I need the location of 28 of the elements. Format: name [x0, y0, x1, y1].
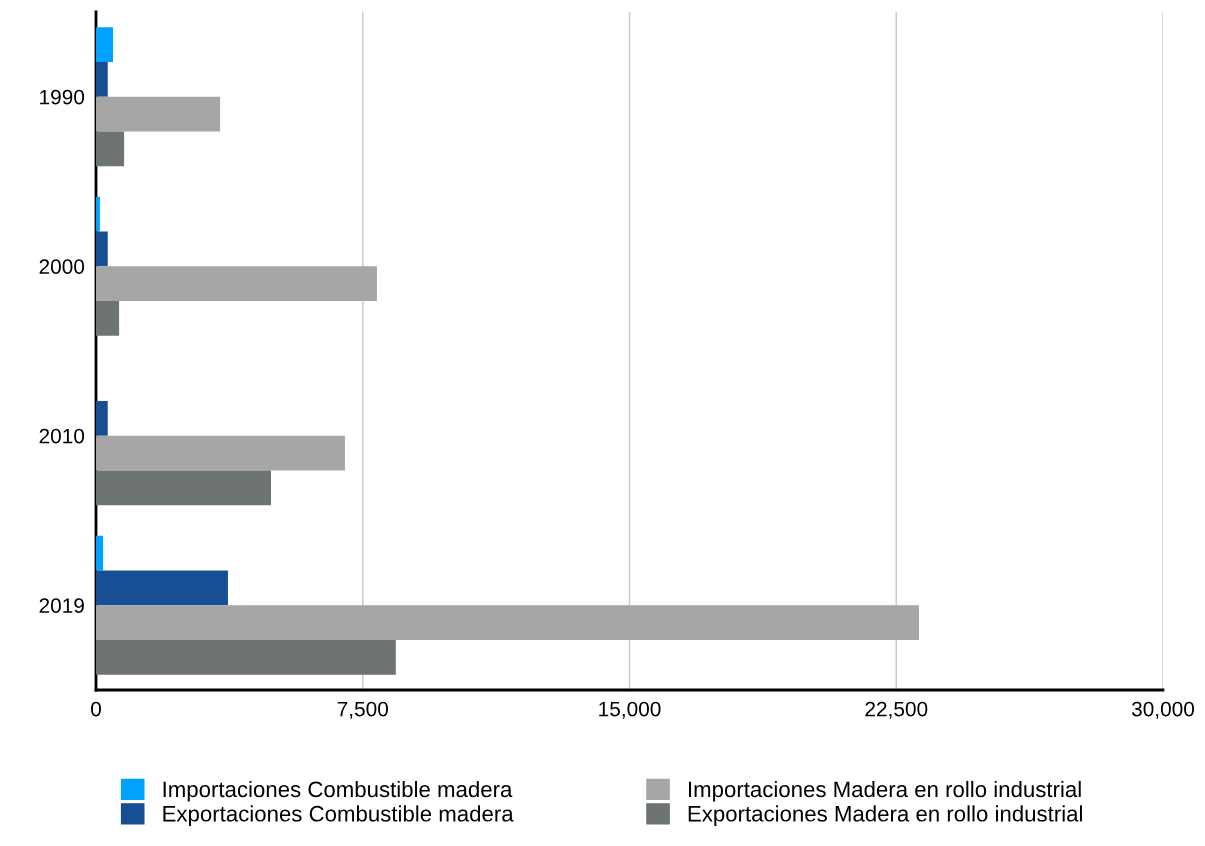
bar [96, 435, 345, 471]
legend-label: Exportaciones Combustible madera [163, 805, 514, 826]
x-tick-label: 22,500 [865, 701, 928, 719]
x-tick-label: 0 [91, 701, 101, 717]
x-tick-label: 15,000 [599, 701, 661, 719]
y-tick-label: 2019 [39, 598, 84, 613]
bar [96, 131, 125, 167]
bar [96, 231, 108, 267]
bar [96, 470, 271, 506]
bar [96, 196, 100, 232]
bar [96, 27, 114, 62]
y-tick-label: 1990 [40, 89, 85, 105]
bar [96, 570, 228, 606]
bar [96, 62, 108, 97]
bar [96, 96, 221, 132]
legend-label: Importaciones Combustible madera [163, 780, 513, 802]
x-tick-label: 7,500 [337, 701, 388, 719]
legend-label: Importaciones Madera en rollo industrial [688, 780, 1081, 802]
bar [96, 535, 104, 571]
bar [96, 605, 920, 640]
legend-label: Exportaciones Madera en rollo industrial [688, 805, 1082, 826]
bar [96, 640, 396, 675]
bar [96, 301, 120, 336]
y-tick-label: 2000 [39, 259, 85, 274]
y-tick-label: 2010 [39, 428, 85, 444]
bar [96, 266, 377, 301]
x-tick-label: 30,000 [1131, 701, 1195, 719]
bar [96, 401, 108, 436]
